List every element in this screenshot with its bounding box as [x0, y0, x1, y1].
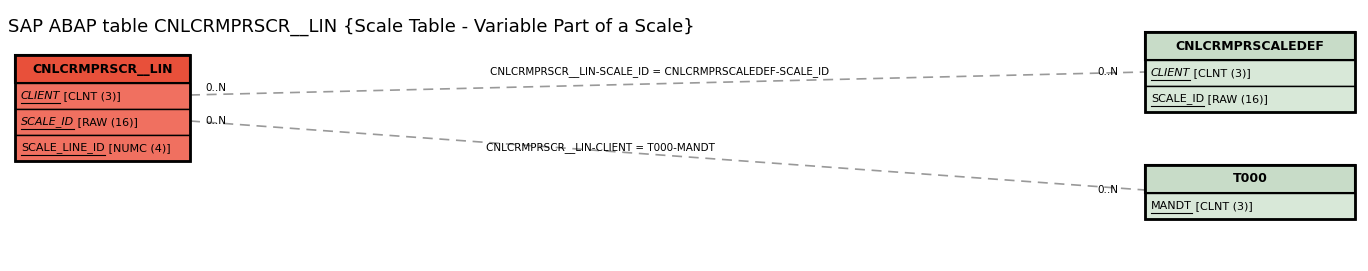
Bar	[15, 83, 190, 109]
Bar	[1145, 32, 1354, 112]
Text: SCALE_ID: SCALE_ID	[1150, 93, 1204, 104]
Text: CNLCRMPRSCR__LIN-SCALE_ID = CNLCRMPRSCALEDEF-SCALE_ID: CNLCRMPRSCR__LIN-SCALE_ID = CNLCRMPRSCAL…	[491, 67, 829, 78]
Text: 0..N: 0..N	[1097, 185, 1118, 195]
Text: 0..N: 0..N	[1097, 67, 1118, 77]
Text: CNLCRMPRSCALEDEF: CNLCRMPRSCALEDEF	[1175, 40, 1324, 53]
Text: SAP ABAP table CNLCRMPRSCR__LIN {Scale Table - Variable Part of a Scale}: SAP ABAP table CNLCRMPRSCR__LIN {Scale T…	[8, 18, 695, 36]
Bar	[15, 135, 190, 161]
Text: 0..N: 0..N	[205, 116, 226, 126]
Bar	[1145, 60, 1354, 86]
Text: MANDT: MANDT	[1150, 201, 1192, 211]
Text: [CLNT (3)]: [CLNT (3)]	[1192, 201, 1253, 211]
Text: [RAW (16)]: [RAW (16)]	[74, 117, 138, 127]
Text: [RAW (16)]: [RAW (16)]	[1204, 94, 1268, 104]
Bar	[1145, 165, 1354, 193]
Text: CNLCRMPRSCR__LIN: CNLCRMPRSCR__LIN	[33, 63, 172, 76]
Bar	[1145, 193, 1354, 219]
Bar	[1145, 86, 1354, 112]
Text: [CLNT (3)]: [CLNT (3)]	[60, 91, 122, 101]
Text: T000: T000	[1233, 173, 1267, 186]
Bar	[15, 55, 190, 83]
Text: SCALE_LINE_ID: SCALE_LINE_ID	[21, 143, 104, 153]
Text: SCALE_ID: SCALE_ID	[21, 117, 74, 127]
Text: CLIENT: CLIENT	[1150, 68, 1190, 78]
Bar	[15, 55, 190, 161]
Bar	[1145, 165, 1354, 219]
Bar	[1145, 32, 1354, 60]
Bar	[15, 109, 190, 135]
Text: 0..N: 0..N	[205, 83, 226, 93]
Text: [CLNT (3)]: [CLNT (3)]	[1190, 68, 1252, 78]
Text: CNLCRMPRSCR__LIN-CLIENT = T000-MANDT: CNLCRMPRSCR__LIN-CLIENT = T000-MANDT	[486, 143, 714, 153]
Text: CLIENT: CLIENT	[21, 91, 60, 101]
Text: [NUMC (4)]: [NUMC (4)]	[104, 143, 170, 153]
